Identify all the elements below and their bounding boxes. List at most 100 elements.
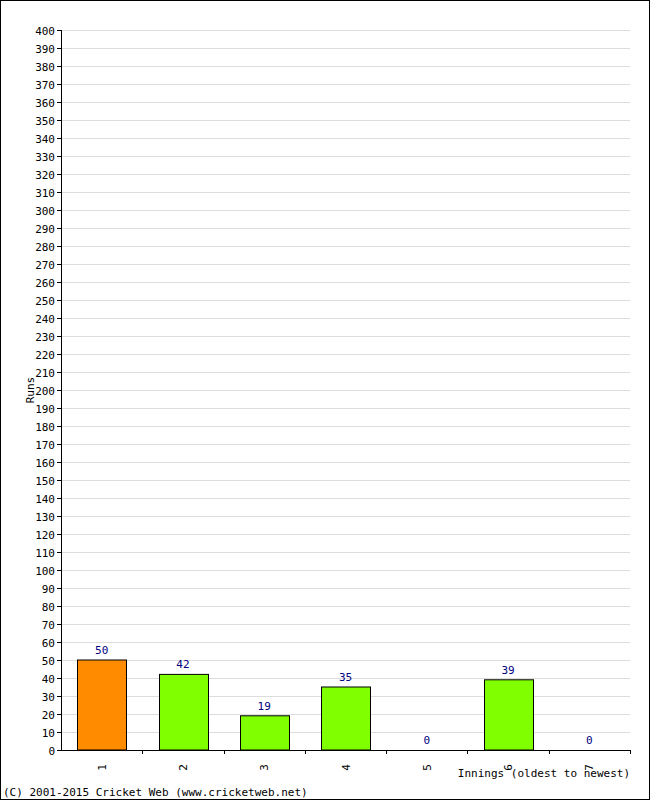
x-tick-divider bbox=[224, 750, 225, 754]
grid-line bbox=[61, 408, 630, 409]
y-tick-label: 100 bbox=[35, 565, 55, 578]
y-tick-label: 340 bbox=[35, 133, 55, 146]
bar bbox=[566, 750, 615, 751]
y-tick bbox=[57, 732, 61, 733]
y-tick bbox=[57, 372, 61, 373]
y-tick-label: 220 bbox=[35, 349, 55, 362]
y-tick-label: 110 bbox=[35, 547, 55, 560]
grid-line bbox=[61, 354, 630, 355]
y-tick bbox=[57, 696, 61, 697]
y-tick-label: 150 bbox=[35, 475, 55, 488]
bar bbox=[403, 750, 452, 751]
bar bbox=[322, 687, 371, 750]
y-tick-label: 170 bbox=[35, 439, 55, 452]
y-tick bbox=[57, 336, 61, 337]
y-tick-label: 380 bbox=[35, 61, 55, 74]
grid-line bbox=[61, 462, 630, 463]
x-tick-divider bbox=[630, 750, 631, 754]
grid-line bbox=[61, 228, 630, 229]
grid-line bbox=[61, 534, 630, 535]
grid-line bbox=[61, 48, 630, 49]
grid-line bbox=[61, 30, 630, 31]
y-tick bbox=[57, 138, 61, 139]
y-tick-label: 360 bbox=[35, 97, 55, 110]
x-tick-divider bbox=[142, 750, 143, 754]
y-tick bbox=[57, 516, 61, 517]
data-label: 39 bbox=[501, 664, 514, 677]
grid-line bbox=[61, 210, 630, 211]
y-tick bbox=[57, 102, 61, 103]
y-tick bbox=[57, 588, 61, 589]
data-label: 0 bbox=[423, 734, 430, 747]
data-label: 0 bbox=[586, 734, 593, 747]
chart: 0102030405060708090100110120130140150160… bbox=[0, 0, 650, 800]
y-tick bbox=[57, 642, 61, 643]
y-tick bbox=[57, 390, 61, 391]
x-tick-divider bbox=[549, 750, 550, 754]
grid-line bbox=[61, 606, 630, 607]
y-tick bbox=[57, 750, 61, 751]
y-tick bbox=[57, 228, 61, 229]
bar bbox=[160, 674, 209, 750]
y-tick-label: 260 bbox=[35, 277, 55, 290]
grid-line bbox=[61, 516, 630, 517]
y-tick bbox=[57, 318, 61, 319]
grid-line bbox=[61, 174, 630, 175]
y-tick-label: 330 bbox=[35, 151, 55, 164]
data-label: 50 bbox=[95, 644, 108, 657]
y-tick-label: 270 bbox=[35, 259, 55, 272]
y-tick bbox=[57, 120, 61, 121]
grid-line bbox=[61, 156, 630, 157]
y-tick bbox=[57, 444, 61, 445]
y-tick bbox=[57, 408, 61, 409]
y-tick bbox=[57, 714, 61, 715]
credit: (C) 2001-2015 Cricket Web (www.cricketwe… bbox=[3, 786, 308, 799]
bars bbox=[78, 660, 534, 750]
y-tick bbox=[57, 660, 61, 661]
y-tick bbox=[57, 570, 61, 571]
y-tick bbox=[57, 84, 61, 85]
y-tick-label: 310 bbox=[35, 187, 55, 200]
y-tick-label: 210 bbox=[35, 367, 55, 380]
y-tick-label: 390 bbox=[35, 43, 55, 56]
bar bbox=[78, 660, 127, 750]
grid-line bbox=[61, 750, 630, 751]
bar bbox=[485, 680, 534, 750]
y-tick-label: 140 bbox=[35, 493, 55, 506]
y-tick bbox=[57, 174, 61, 175]
x-axis-label: Innings (oldest to newest) bbox=[458, 767, 630, 780]
frame bbox=[1, 1, 650, 800]
grid-line bbox=[61, 372, 630, 373]
y-tick-label: 280 bbox=[35, 241, 55, 254]
y-tick-label: 300 bbox=[35, 205, 55, 218]
y-tick-label: 250 bbox=[35, 295, 55, 308]
data-label: 35 bbox=[339, 671, 352, 684]
y-tick-label: 80 bbox=[42, 601, 55, 614]
y-tick bbox=[57, 66, 61, 67]
grid-line bbox=[61, 300, 630, 301]
y-tick-label: 120 bbox=[35, 529, 55, 542]
y-tick-label: 40 bbox=[42, 673, 55, 686]
y-tick-label: 130 bbox=[35, 511, 55, 524]
y-tick-label: 70 bbox=[42, 619, 55, 632]
y-tick-label: 60 bbox=[42, 637, 55, 650]
y-tick bbox=[57, 156, 61, 157]
y-tick bbox=[57, 426, 61, 427]
x-axis bbox=[61, 750, 630, 751]
grid-line bbox=[61, 264, 630, 265]
y-tick bbox=[57, 552, 61, 553]
y-tick-label: 10 bbox=[42, 727, 55, 740]
grid-line bbox=[61, 588, 630, 589]
y-tick bbox=[57, 282, 61, 283]
grid-line bbox=[61, 498, 630, 499]
y-tick bbox=[57, 192, 61, 193]
y-tick-label: 30 bbox=[42, 691, 55, 704]
y-tick bbox=[57, 678, 61, 679]
grid-line bbox=[61, 102, 630, 103]
x-tick-divider bbox=[467, 750, 468, 754]
grid-line bbox=[61, 246, 630, 247]
x-tick-label: 2 bbox=[177, 764, 190, 771]
grid-line bbox=[61, 642, 630, 643]
y-tick bbox=[57, 462, 61, 463]
data-label: 42 bbox=[176, 658, 189, 671]
